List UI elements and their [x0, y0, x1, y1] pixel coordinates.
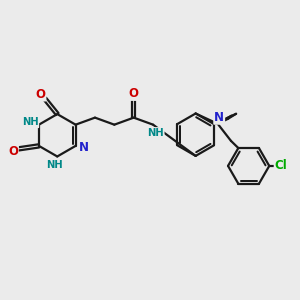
Text: O: O	[129, 87, 139, 100]
Text: N: N	[79, 141, 89, 154]
Text: O: O	[8, 145, 18, 158]
Text: N: N	[214, 111, 224, 124]
Text: NH: NH	[147, 128, 164, 138]
Text: O: O	[35, 88, 46, 100]
Text: NH: NH	[46, 160, 63, 170]
Text: Cl: Cl	[275, 159, 287, 172]
Text: NH: NH	[22, 117, 38, 127]
